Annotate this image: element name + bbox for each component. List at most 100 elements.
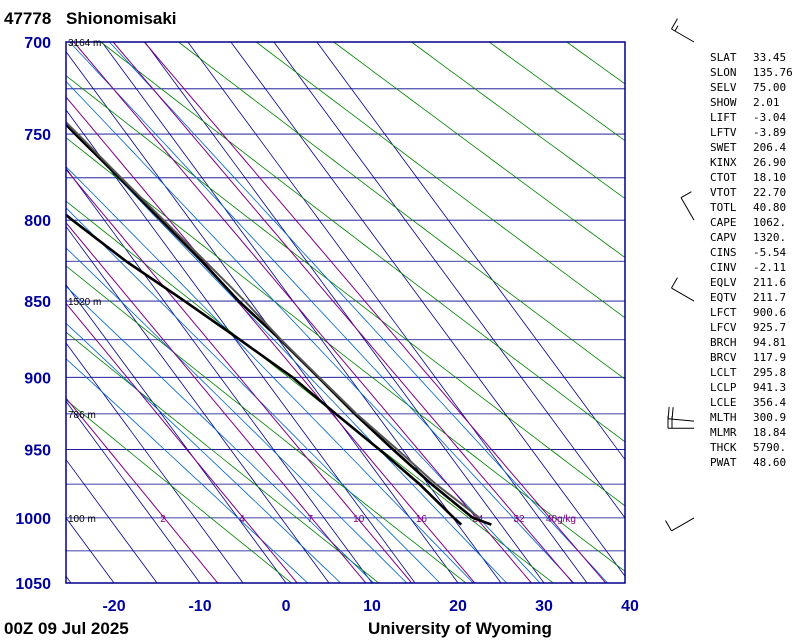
pressure-tick-label: 700 (24, 35, 51, 52)
wind-barb-staff (668, 418, 695, 422)
index-value: 300.9 (753, 411, 786, 424)
mixing-ratio-label: 4 (239, 514, 245, 525)
temperature-tick-label: -20 (102, 598, 125, 615)
temperature-tick-label: 0 (282, 598, 291, 615)
index-name: EQLV (710, 276, 737, 289)
index-name: CAPV (710, 231, 737, 244)
wind-barb-flag (680, 191, 692, 199)
index-name: CINV (710, 261, 737, 274)
index-value: 18.10 (753, 171, 786, 184)
index-name: SWET (710, 141, 737, 154)
isotherm-line (187, 42, 588, 583)
mixing-ratio-line (66, 96, 476, 583)
index-value: 295.8 (753, 366, 786, 379)
moist-adiabat (66, 247, 407, 583)
index-name: SLAT (710, 51, 737, 64)
index-name: CAPE (710, 216, 737, 229)
isotherm-line (66, 284, 287, 583)
moist-adiabat (66, 207, 441, 583)
mixing-ratio-line (112, 42, 574, 583)
wind-barb-flag (671, 277, 678, 289)
mixing-ratio-label: 10 (353, 514, 365, 525)
index-name: LFCT (710, 306, 737, 319)
temperature-tick-label: 40 (621, 598, 639, 615)
index-value: 18.84 (753, 426, 786, 439)
index-value: 5790. (753, 441, 786, 454)
moist-adiabat (66, 166, 474, 583)
index-value: 941.3 (753, 381, 786, 394)
temperature-tick-label: 30 (535, 598, 553, 615)
index-name: SELV (710, 81, 737, 94)
dry-adiabat (100, 42, 625, 443)
index-name: TOTL (710, 201, 737, 214)
mixing-ratio-line (66, 221, 367, 583)
index-value: -2.11 (753, 261, 786, 274)
isotherm-line (66, 225, 330, 583)
index-name: BRCH (710, 336, 737, 349)
wind-barb (671, 277, 695, 302)
wind-barb-staff (671, 28, 695, 43)
index-name: LFTV (710, 126, 737, 139)
dry-adiabat (66, 331, 379, 583)
observation-time: 00Z 09 Jul 2025 (4, 619, 129, 638)
index-value: 117.9 (753, 351, 786, 364)
moist-adiabat (66, 358, 308, 583)
pressure-tick-label: 1000 (15, 511, 51, 528)
height-label: 786 m (68, 410, 96, 421)
wind-barb-flag (674, 25, 679, 32)
pressure-axis: 700 750 800 850 900 950 1000 1050 (15, 35, 51, 593)
index-name: LIFT (710, 111, 737, 124)
index-value: 2.01 (753, 96, 780, 109)
pressure-tick-label: 900 (24, 370, 51, 387)
index-value: 40.80 (753, 201, 786, 214)
temperature-axis: -20 -10 0 10 20 30 40 (102, 598, 639, 615)
index-name: MLTH (710, 411, 737, 424)
mixing-ratio-label: 16 (416, 514, 428, 525)
index-name: MLMR (710, 426, 737, 439)
height-label: 100 m (68, 514, 96, 525)
mixing-ratio-line (66, 302, 298, 583)
dewpoint-profile (66, 213, 463, 526)
wind-barb-staff (671, 287, 695, 302)
dry-adiabat (66, 399, 292, 583)
index-value: 1320. (753, 231, 786, 244)
mixing-ratio-line (143, 42, 607, 583)
temperature-tick-label: 20 (449, 598, 467, 615)
wind-barb-flag (667, 406, 670, 419)
index-name: EQTV (710, 291, 737, 304)
height-label: 1520 m (68, 297, 101, 308)
isotherm-line (66, 50, 459, 583)
isotherm-line (0, 42, 28, 583)
index-value: 135.76 (753, 66, 793, 79)
index-name: LCLT (710, 366, 737, 379)
index-name: PWAT (710, 456, 737, 469)
wind-barb (667, 406, 695, 422)
isotherm-line (316, 42, 625, 461)
dry-adiabat (255, 42, 625, 319)
mixing-ratio-label: 7 (308, 514, 314, 525)
height-label: 3164 m (68, 38, 101, 49)
temperature-profile (66, 122, 492, 526)
index-value: 1062. (753, 216, 786, 229)
mixing-ratio-line (66, 168, 413, 583)
station-name: Shionomisaki (66, 9, 177, 28)
index-value: 33.45 (753, 51, 786, 64)
pressure-tick-label: 800 (24, 213, 51, 230)
height-labels: 3164 m 1520 m 786 m 100 m (68, 38, 101, 525)
mixing-ratio-line (73, 42, 532, 583)
index-name: SLON (710, 66, 737, 79)
moist-adiabat (66, 80, 541, 583)
index-name: LCLE (710, 396, 737, 409)
index-value: 356.4 (753, 396, 786, 409)
mixing-ratio-label: 2 (160, 514, 166, 525)
isotherm-line (144, 42, 545, 583)
index-value: 22.70 (753, 186, 786, 199)
pressure-tick-label: 850 (24, 294, 51, 311)
index-value: 75.00 (753, 81, 786, 94)
wind-barb-flag (671, 18, 678, 30)
dry-adiabat (411, 42, 625, 200)
index-name: CINS (710, 246, 737, 259)
grid-lines (0, 42, 625, 583)
dry-adiabat (66, 75, 625, 507)
